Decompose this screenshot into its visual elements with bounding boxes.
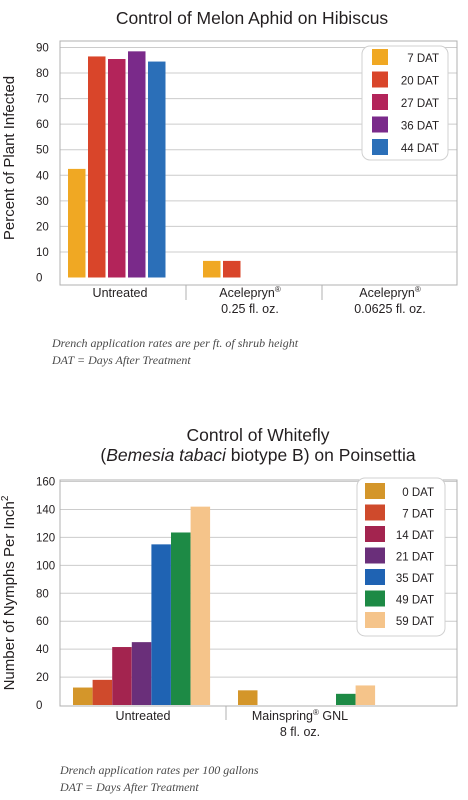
category-label-sub: 8 fl. oz. [280,725,320,739]
bar [223,260,241,278]
bar [238,690,258,705]
legend: 7 DAT 20 DAT 27 DAT 36 DAT 44 DAT [361,45,449,161]
y-tick-label: 80 [36,588,49,600]
y-tick-label: 50 [36,145,49,157]
bar [92,679,113,705]
footnote: DAT = Days After Treatment [51,353,191,367]
category-label: Untreated [93,286,148,300]
legend-swatch [372,139,388,155]
y-tick-label: 60 [36,616,49,628]
y-tick-label: 60 [36,119,49,131]
y-tick-label: 140 [36,504,55,516]
legend-label: 7 DAT [402,509,434,521]
y-tick-label: 10 [36,247,49,259]
bar [112,647,132,705]
legend-label: 44 DAT [401,143,439,155]
legend-swatch [372,116,388,133]
y-tick-label: 0 [36,700,42,712]
y-tick-label: 0 [36,273,42,285]
legend-swatch [365,526,385,542]
legend: 0 DAT 7 DAT 14 DAT 21 DAT 35 DAT 49 DAT 59 DAT [356,477,446,637]
category-label-sub: 0.25 fl. oz. [221,302,279,316]
legend-label: 27 DAT [401,98,439,110]
category-label-sub: 0.0625 fl. oz. [354,302,426,316]
footnote: Drench application rates are per ft. of … [51,336,299,350]
footnote: Drench application rates per 100 gallons [59,763,259,777]
legend-swatch [372,94,388,110]
plot-frame [59,40,458,286]
bar [336,693,356,705]
y-tick-label: 160 [36,477,55,489]
legend-label: 21 DAT [396,552,434,564]
y-tick-label: 100 [36,560,55,572]
bar [128,51,146,278]
y-tick-label: 20 [36,672,49,684]
bar [355,685,376,705]
y-tick-label: 90 [36,43,49,55]
category-label: Untreated [116,709,171,723]
y-tick-label: 40 [36,170,49,182]
legend-label: 49 DAT [396,595,434,607]
bar [148,61,166,278]
category-label: Acelepryn® [359,285,421,300]
bar [190,506,211,705]
bar [88,56,106,278]
legend-label: 59 DAT [396,616,434,628]
y-axis-label: Number of Nymphs Per Inch2 [0,495,18,690]
y-tick-label: 120 [36,532,55,544]
bar [171,532,191,705]
gridlines [60,47,457,253]
y-tick-label: 80 [36,68,49,80]
legend-swatch [365,590,385,607]
legend-label: 35 DAT [396,573,434,585]
legend-label: 7 DAT [407,53,439,65]
chart-whitefly: Control of Whitefly (Bemesia tabaci biot… [0,425,458,794]
legend-swatch [365,569,385,585]
legend-label: 14 DAT [396,530,434,542]
chart-melon-aphid: Control of Melon Aphid on Hibiscus Perce… [1,8,458,367]
legend-label: 20 DAT [401,76,439,88]
bars [68,51,241,278]
y-tick-labels: 0 10 20 30 40 50 60 70 80 90 [36,43,49,285]
y-tick-label: 20 [36,221,49,233]
bar [68,168,86,278]
legend-swatch [372,49,388,65]
bar [73,687,93,705]
legend-swatch [372,71,388,88]
bar [203,260,221,278]
category-label: Acelepryn® [219,285,281,300]
legend-swatch [365,612,385,628]
y-tick-label: 40 [36,644,49,656]
legend-swatch [365,483,385,499]
legend-label: 36 DAT [401,121,439,133]
y-tick-label: 30 [36,196,49,208]
bar [151,544,171,705]
legend-swatch [365,504,385,521]
legend-label: 0 DAT [402,487,434,499]
bar [108,59,126,278]
category-label: Mainspring® GNL [252,708,348,723]
footnote: DAT = Days After Treatment [59,780,199,794]
y-tick-label: 70 [36,94,49,106]
chart-title: Control of Melon Aphid on Hibiscus [116,8,389,28]
y-axis-label: Percent of Plant Infected [1,76,18,240]
bar [131,642,152,705]
chart-title: Control of Whitefly [187,425,330,445]
y-tick-labels: 0 20 40 60 80 100 120 140 160 [36,477,55,713]
bars [73,506,376,705]
legend-swatch [365,547,385,564]
plot-frame [59,479,458,707]
chart-title-line2: (Bemesia tabaci biotype B) on Poinsettia [100,445,415,465]
